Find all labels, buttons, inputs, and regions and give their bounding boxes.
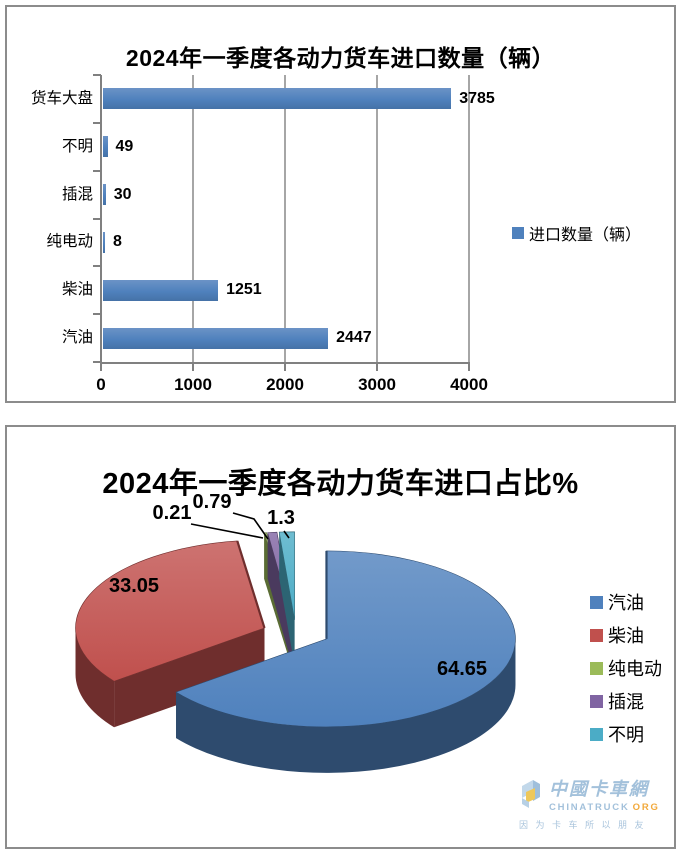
- pie-label-leader-line: [232, 512, 269, 540]
- bar-chart-plot: 0 1000 2000 3000 4000 货车大盘 3785 不明 49 插混 30 纯电动 8 柴油 1…: [7, 7, 674, 401]
- pie-legend-label: 汽油: [608, 593, 644, 613]
- pie-label-leader-line: [190, 523, 264, 539]
- bar-纯电动: [103, 231, 105, 253]
- legend-swatch-icon: [512, 227, 524, 239]
- legend-swatch-icon: [590, 628, 603, 642]
- pie-slice-edge: [236, 540, 266, 629]
- gridline: [284, 75, 286, 362]
- y-axis-tick: [93, 313, 101, 316]
- x-axis-tick: [284, 362, 286, 371]
- pie-slice-汽油: [175, 550, 516, 728]
- y-axis-tick: [93, 121, 101, 124]
- legend-swatch-icon: [590, 694, 603, 708]
- pie-data-label: 64.65: [437, 658, 487, 680]
- y-axis-tick: [93, 217, 101, 220]
- legend-swatch-icon: [590, 727, 603, 741]
- pie-chart-legend: 汽油柴油纯电动插混不明: [590, 591, 662, 756]
- bar-data-label: 30: [113, 185, 132, 203]
- category-label: 货车大盘: [30, 89, 93, 107]
- bar-货车大盘: [103, 88, 452, 110]
- y-axis-tick: [93, 74, 101, 76]
- bar-data-label: 1251: [226, 281, 262, 299]
- pie-legend-label: 纯电动: [608, 659, 662, 679]
- pie-chart-graphic: 64.65 33.05 0.21 0.79 1.3: [75, 491, 516, 773]
- x-axis-tick: [376, 362, 378, 371]
- watermark-brand-en: CHINATRUCK ORG: [549, 802, 660, 813]
- pie-data-label: 0.21: [153, 502, 192, 524]
- x-axis-tick: [100, 362, 102, 371]
- pie-legend-item-纯电动: 纯电动: [590, 657, 662, 679]
- x-axis-label: 3000: [358, 375, 396, 394]
- bar-chart-title: 2024年一季度各动力货车进口数量（辆）: [125, 45, 556, 72]
- bar-插混: [103, 184, 106, 206]
- pie-slice-rim: [75, 628, 115, 728]
- pie-slice-柴油: [75, 540, 265, 682]
- watermark-tagline: 因为卡车所以朋友: [519, 820, 652, 830]
- chinatruck-watermark: 中國卡車網 CHINATRUCK ORG 因为卡车所以朋友: [519, 775, 675, 831]
- pie-legend-item-不明: 不明: [590, 723, 662, 745]
- x-axis-label: 2000: [266, 375, 304, 394]
- gridline: [468, 75, 470, 362]
- bar-汽油: [103, 327, 329, 349]
- chinatruck-logo-icon: [522, 780, 540, 808]
- bar-legend-label: 进口数量（辆）: [529, 227, 642, 244]
- pie-slice-不明: [278, 531, 295, 620]
- x-axis-label: 4000: [450, 375, 488, 394]
- y-axis-tick: [93, 265, 101, 268]
- pie-legend-label: 柴油: [608, 626, 644, 646]
- gridline: [192, 75, 194, 362]
- pie-slice-rim: [176, 638, 516, 773]
- pie-data-label: 1.3: [267, 507, 295, 529]
- pie-legend-label: 插混: [608, 692, 644, 712]
- gridline: [376, 75, 378, 362]
- bar-data-label: 8: [113, 233, 122, 251]
- pie-label-leader-line: [283, 530, 290, 539]
- legend-swatch-icon: [590, 595, 603, 609]
- category-label: 插混: [61, 185, 93, 203]
- bar-chart-legend: 进口数量（辆）: [512, 221, 641, 245]
- category-label: 柴油: [61, 281, 93, 299]
- pie-chart-panel: 2024年一季度各动力货车进口占比% 64.65 33.05 0.21 0.79 1.3…: [5, 425, 676, 849]
- y-axis-tick: [93, 169, 101, 172]
- pie-slice-wall: [267, 532, 293, 666]
- bar-chart-panel: 2024年一季度各动力货车进口数量（辆） 0 1000 2000 3000 4000 货车…: [5, 5, 676, 403]
- pie-legend-item-汽油: 汽油: [590, 591, 662, 613]
- y-axis-tick: [93, 361, 101, 363]
- bar-不明: [103, 136, 108, 158]
- pie-legend-item-插混: 插混: [590, 690, 662, 712]
- category-label: 汽油: [61, 329, 93, 347]
- legend-swatch-icon: [590, 661, 603, 675]
- x-axis-label: 1000: [174, 375, 212, 394]
- watermark-brand-cn: 中國卡車網: [549, 779, 649, 799]
- pie-legend-label: 不明: [608, 725, 644, 745]
- pie-slice-wall: [114, 628, 265, 728]
- category-label: 不明: [61, 137, 93, 155]
- x-axis-tick: [192, 362, 194, 371]
- y-axis-line: [100, 75, 102, 362]
- pie-data-label: 33.05: [109, 575, 159, 597]
- pie-legend-item-柴油: 柴油: [590, 624, 662, 646]
- x-axis-label: 0: [96, 375, 106, 394]
- bar-data-label: 2447: [336, 329, 372, 347]
- pie-data-label: 0.79: [193, 491, 232, 513]
- x-axis-line: [100, 362, 470, 364]
- bar-柴油: [103, 279, 219, 301]
- bar-data-label: 49: [115, 137, 134, 155]
- bar-data-label: 3785: [459, 89, 495, 107]
- pie-chart-title: 2024年一季度各动力货车进口占比%: [102, 468, 579, 501]
- x-axis-tick: [468, 362, 470, 371]
- category-label: 纯电动: [46, 233, 93, 251]
- pie-slice-wall: [279, 532, 295, 666]
